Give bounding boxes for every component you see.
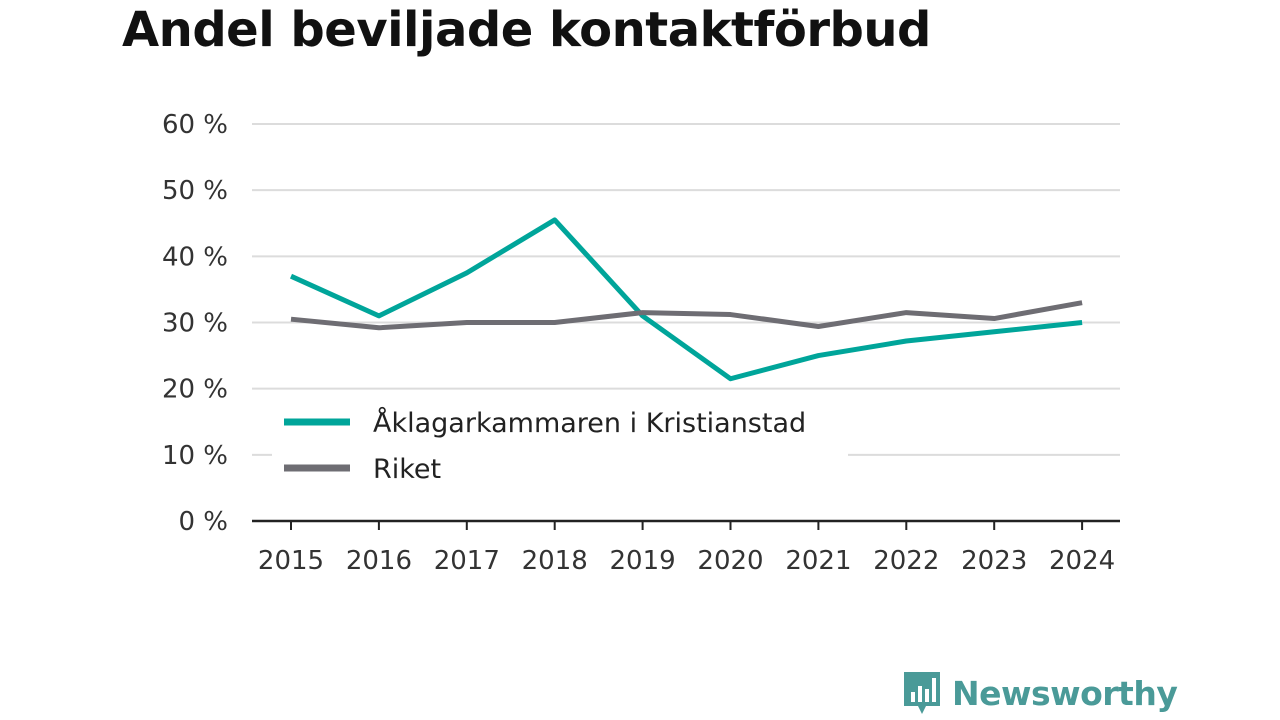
- legend-label: Åklagarkammaren i Kristianstad: [373, 407, 806, 439]
- x-tick-label: 2018: [522, 546, 588, 576]
- x-tick-label: 2022: [873, 546, 939, 576]
- x-tick-label: 2019: [610, 546, 676, 576]
- x-tick-label: 2020: [697, 546, 763, 576]
- x-tick-label: 2017: [434, 546, 500, 576]
- series-line: [289, 217, 1083, 382]
- y-tick-label: 10 %: [162, 441, 228, 471]
- series-lines: [289, 217, 1083, 382]
- newsworthy-icon: [904, 672, 940, 714]
- y-tick-label: 60 %: [162, 110, 228, 140]
- x-tick-label: 2023: [961, 546, 1027, 576]
- chart-title: Andel beviljade kontaktförbud: [122, 2, 931, 58]
- y-tick-label: 20 %: [162, 375, 228, 405]
- legend-background: [272, 398, 848, 494]
- y-tick-label: 0 %: [178, 507, 228, 537]
- y-axis-ticks: 0 % 10 % 20 % 30 % 40 % 50 % 60 %: [162, 110, 228, 537]
- x-tick-label: 2016: [346, 546, 412, 576]
- brand-logo: Newsworthy: [902, 670, 1178, 716]
- y-tick-label: 30 %: [162, 309, 228, 339]
- x-tick-label: 2015: [258, 546, 324, 576]
- y-tick-label: 40 %: [162, 242, 228, 272]
- x-tick-label: 2024: [1049, 546, 1115, 576]
- legend-label: Riket: [373, 454, 441, 485]
- x-axis: 2015 2016 2017 2018 2019 2020 2021 2022 2023 2024: [252, 519, 1120, 576]
- legend: Åklagarkammaren i Kristianstad Riket: [272, 398, 848, 494]
- y-tick-label: 50 %: [162, 176, 228, 206]
- series-line: [290, 300, 1083, 331]
- x-tick-label: 2021: [785, 546, 851, 576]
- brand-name: Newsworthy: [952, 673, 1178, 713]
